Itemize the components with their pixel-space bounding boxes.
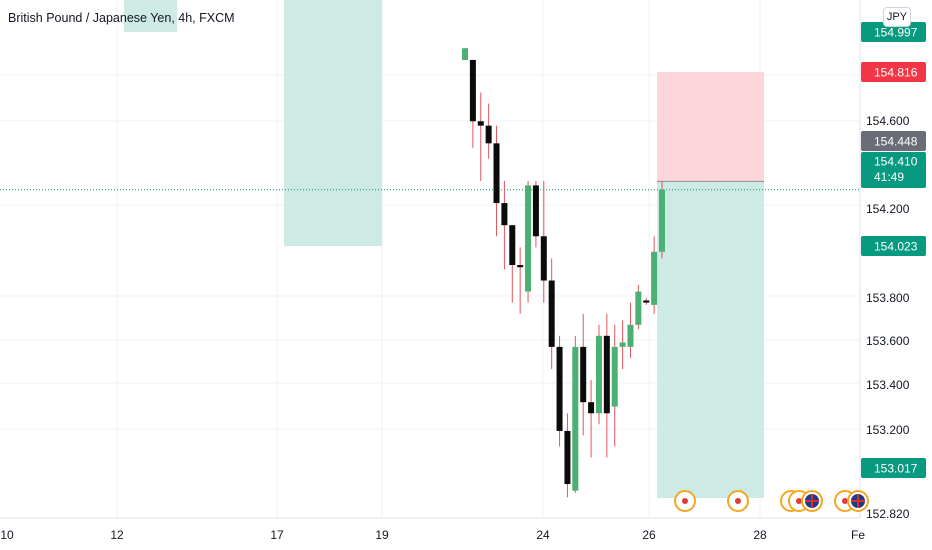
price-label: 154.997 [874,26,918,40]
candle[interactable] [540,236,547,281]
price-tick-label: 153.200 [866,423,910,437]
event-dot-icon [842,498,848,504]
price-label-box [861,22,926,42]
price-tick-label: 154.200 [866,202,910,216]
price-label-box [861,458,926,478]
event-dot-icon [735,498,741,504]
candle[interactable] [517,265,524,268]
candle[interactable] [462,48,468,60]
candle[interactable] [651,251,658,305]
historic-zone [124,0,177,32]
candle[interactable] [572,346,579,491]
candle[interactable] [501,203,508,226]
time-tick-label: 19 [375,528,389,542]
time-tick-label: 28 [753,528,767,542]
candle[interactable] [588,402,595,414]
price-tick-label: 153.400 [866,378,910,392]
candle[interactable] [603,335,610,414]
candle[interactable] [469,59,476,122]
candle[interactable] [619,342,626,347]
take-profit-zone[interactable] [657,181,764,498]
price-label-box [861,62,926,82]
price-tick-label: 152.820 [866,507,910,521]
price-label-box [861,236,926,256]
price-tick-label: 154.600 [866,114,910,128]
stop-loss-zone[interactable] [657,72,764,182]
candle[interactable] [556,346,563,431]
price-tick-label: 153.800 [866,291,910,305]
candle[interactable] [595,335,602,414]
event-dot-icon [796,498,802,504]
time-tick-label: 17 [270,528,284,542]
price-label: 154.816 [874,66,918,80]
candle[interactable] [627,324,634,347]
candle[interactable] [532,185,539,237]
currency-button[interactable]: JPY [883,7,911,27]
time-tick-label: 24 [536,528,550,542]
candle[interactable] [611,346,618,407]
time-tick-label: 10 [0,528,14,542]
candle[interactable] [493,143,500,204]
price-label: 154.023 [874,240,918,254]
candle[interactable] [659,189,665,252]
candle[interactable] [525,185,532,292]
candle[interactable] [635,291,642,325]
historic-zone [284,0,382,246]
candle[interactable] [477,121,484,126]
price-tick-label: 153.600 [866,334,910,348]
candle[interactable] [564,430,571,485]
price-label: 154.448 [874,135,918,149]
symbol-title: British Pound / Japanese Yen, 4h, FXCM [8,11,235,25]
price-label: 153.017 [874,462,918,476]
candle[interactable] [548,280,555,347]
event-dot-icon [682,498,688,504]
price-label-box [861,131,926,151]
candle[interactable] [580,346,587,403]
time-tick-label: Fe [851,528,865,542]
candle[interactable] [509,225,516,266]
time-tick-label: 12 [110,528,124,542]
candle[interactable] [643,300,650,303]
price-label: 154.410 [874,155,918,169]
candle[interactable] [485,125,492,144]
price-label-box [861,152,926,188]
countdown-label: 41:49 [874,170,904,184]
time-tick-label: 26 [642,528,656,542]
